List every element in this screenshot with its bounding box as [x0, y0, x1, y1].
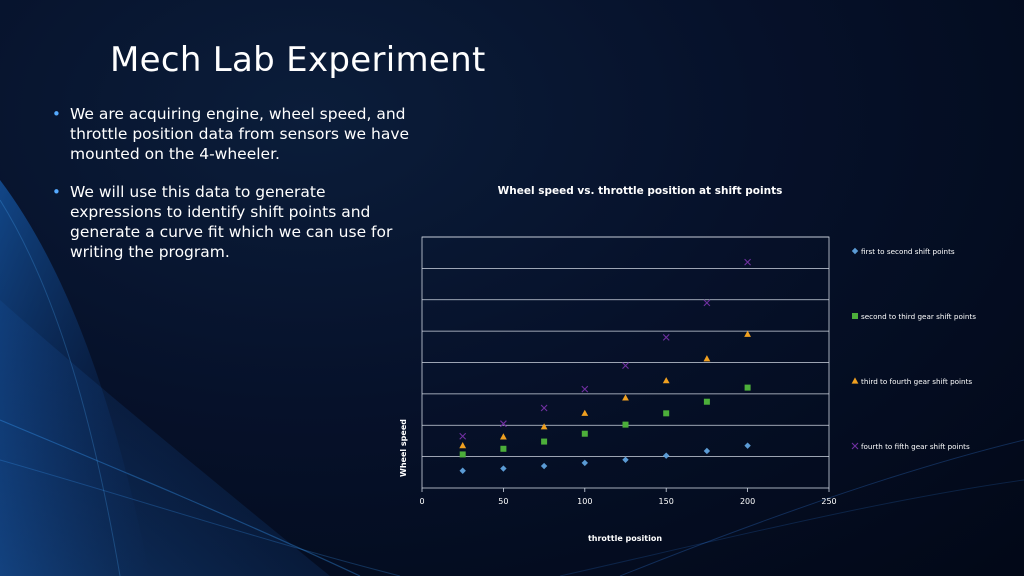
- bullet-item: • We will use this data to generate expr…: [52, 182, 412, 262]
- data-point-series-1: [540, 462, 548, 470]
- legend-marker: [851, 442, 859, 450]
- data-point-series-3: [459, 442, 467, 449]
- legend-marker: [851, 247, 859, 255]
- data-point-series-3: [581, 409, 589, 416]
- data-point-series-1: [703, 447, 711, 455]
- data-point-series-2: [459, 451, 466, 458]
- data-point-series-4: [744, 258, 751, 266]
- data-point-series-2: [744, 384, 751, 391]
- data-point-series-1: [581, 459, 588, 467]
- bullet-dot-icon: •: [52, 105, 61, 123]
- data-point-series-1: [663, 452, 670, 459]
- bullet-dot-icon: •: [52, 183, 61, 201]
- data-point-series-4: [500, 420, 507, 428]
- data-point-series-4: [540, 404, 548, 412]
- data-point-series-3: [703, 355, 711, 362]
- x-tick-label: 100: [577, 497, 592, 506]
- data-point-series-2: [622, 421, 629, 428]
- data-point-series-2: [663, 410, 670, 417]
- x-tick-label: 0: [419, 497, 424, 506]
- legend-marker: [851, 377, 859, 384]
- data-point-series-3: [540, 423, 548, 430]
- data-point-series-4: [622, 362, 629, 370]
- data-point-series-1: [622, 456, 629, 463]
- data-point-series-1: [500, 465, 507, 472]
- legend-label: second to third gear shift points: [861, 312, 976, 321]
- data-point-series-1: [744, 442, 751, 449]
- data-point-series-3: [662, 377, 670, 384]
- x-tick-label: 200: [740, 497, 755, 506]
- data-point-series-1: [459, 467, 466, 474]
- scatter-chart: Wheel speed vs. throttle position at shi…: [399, 185, 976, 543]
- bullet-list: • We are acquiring engine, wheel speed, …: [52, 104, 412, 280]
- data-point-series-4: [662, 334, 670, 341]
- x-tick-label: 250: [821, 497, 836, 506]
- legend-label: first to second shift points: [861, 247, 955, 256]
- data-point-series-3: [622, 394, 629, 401]
- data-point-series-4: [703, 299, 711, 307]
- data-point-series-2: [500, 445, 507, 452]
- chart-legend: first to second shift points second to th…: [851, 247, 976, 451]
- slide-title: Mech Lab Experiment: [110, 40, 486, 80]
- data-point-series-4: [459, 432, 467, 440]
- plot-area: 0 50 100 150 200 250: [419, 236, 837, 506]
- legend-marker: [852, 313, 858, 319]
- data-point-series-3: [500, 433, 507, 440]
- legend-label: fourth to fifth gear shift points: [861, 442, 970, 451]
- data-point-series-2: [703, 398, 710, 405]
- chart-container: Wheel speed vs. throttle position at shi…: [390, 176, 1010, 556]
- data-point-series-2: [581, 430, 588, 437]
- bullet-text: We are acquiring engine, wheel speed, an…: [70, 105, 410, 163]
- data-point-series-3: [744, 330, 751, 337]
- chart-title: Wheel speed vs. throttle position at shi…: [498, 185, 783, 197]
- y-axis-label: Wheel speed: [399, 419, 408, 477]
- data-point-series-4: [581, 385, 589, 393]
- bullet-item: • We are acquiring engine, wheel speed, …: [52, 104, 412, 164]
- legend-label: third to fourth gear shift points: [861, 377, 972, 386]
- x-axis-label: throttle position: [588, 534, 662, 543]
- data-point-series-2: [541, 438, 548, 445]
- x-tick-label: 150: [659, 497, 674, 506]
- x-tick-label: 50: [498, 497, 508, 506]
- bullet-text: We will use this data to generate expres…: [70, 183, 393, 261]
